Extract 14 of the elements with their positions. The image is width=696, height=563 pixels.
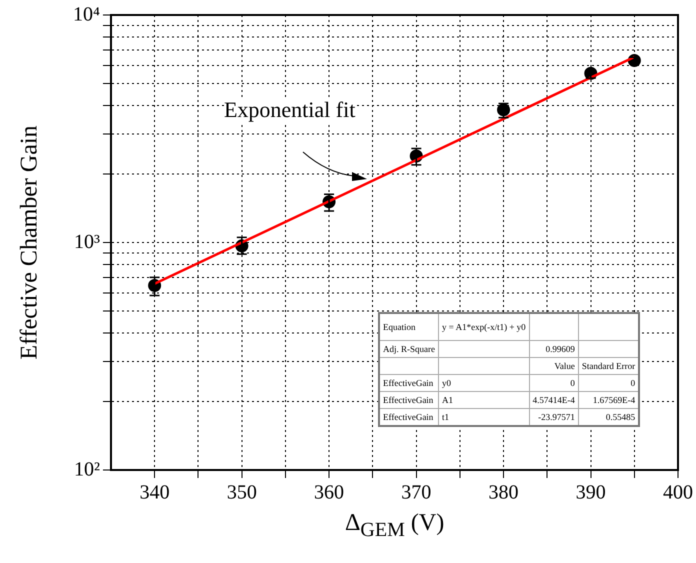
- x-tick-label: 390: [576, 481, 606, 504]
- x-tick-label: 350: [226, 481, 257, 504]
- x-tick-label: 380: [488, 481, 519, 504]
- x-tick-label: 360: [314, 481, 344, 504]
- annotation: Exponential fit: [224, 97, 356, 124]
- x-tick-label: 340: [140, 481, 170, 504]
- y-axis-title: Effective Chamber Gain: [16, 125, 44, 360]
- x-tick-label: 400: [663, 481, 693, 504]
- x-tick-label: 370: [401, 481, 432, 504]
- y-tick-label: 10⁴: [72, 3, 100, 26]
- y-tick-label: 10³: [74, 230, 100, 253]
- x-axis-title: Δ$_{GEM}$ (V): [344, 510, 444, 542]
- text: Equation y = A1*exp(-x/t1) + y0 Adj. R-Square 0.99609 Value Standard Error EffectiveGain y0 0 0 EffectiveGain A1 4.57414E-4 1.67569E-4 EffectiveGain t1 -23.97571 0.55485: [383, 322, 636, 422]
- y-tick-label: 10²: [74, 458, 100, 480]
